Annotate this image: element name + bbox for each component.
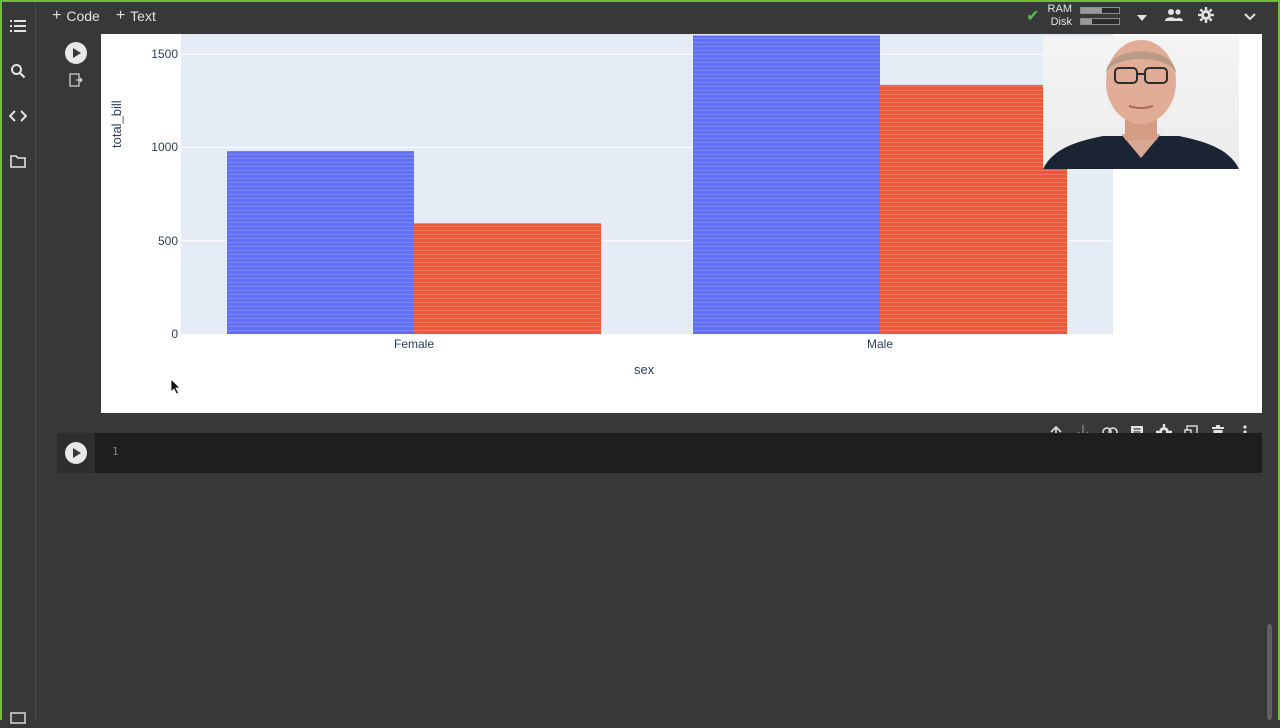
code-snippets-icon[interactable] [8, 106, 28, 126]
terminal-icon[interactable] [8, 708, 28, 728]
plus-icon: + [115, 7, 126, 24]
play-icon [73, 48, 81, 58]
bar-male-series1 [693, 35, 880, 334]
add-text-button[interactable]: + Text [116, 7, 156, 25]
x-tick-label: Male [866, 337, 894, 351]
bar-male-series2 [880, 84, 1067, 334]
mouse-cursor-icon [170, 378, 181, 400]
left-rail [0, 0, 36, 724]
ram-usage-bar [1080, 7, 1120, 14]
y-tick-label: 500 [157, 233, 178, 248]
add-code-label: Code [66, 8, 100, 24]
run-cell-button[interactable] [65, 42, 87, 64]
connected-check-icon: ✔ [1026, 8, 1040, 25]
line-number: 1 [112, 445, 119, 458]
share-people-icon[interactable] [1164, 8, 1184, 24]
y-tick-label: 1500 [151, 47, 178, 62]
add-code-button[interactable]: + Code [52, 7, 100, 25]
table-of-contents-icon[interactable] [8, 16, 28, 36]
disk-usage-bar [1080, 18, 1120, 25]
run-cell-button[interactable] [65, 442, 87, 464]
webcam-overlay [1043, 36, 1239, 169]
add-text-label: Text [130, 8, 156, 24]
settings-gear-icon[interactable] [1196, 6, 1216, 26]
x-axis-label: sex [634, 362, 655, 377]
y-axis-label: total_bill [109, 100, 124, 148]
y-tick-label: 1000 [151, 140, 178, 155]
runtime-dropdown-icon[interactable] [1132, 8, 1152, 24]
ram-label: RAM [1047, 3, 1072, 15]
folder-icon[interactable] [8, 151, 28, 171]
play-icon [73, 448, 81, 458]
notebook-toolbar: + Code + Text ✔ RAM Disk [36, 0, 1280, 32]
resources-indicator[interactable]: ✔ RAM Disk [1026, 3, 1120, 29]
disk-label: Disk [1050, 16, 1072, 28]
scrollbar-thumb[interactable] [1267, 624, 1272, 720]
x-tick-label: Female [393, 337, 435, 351]
code-cell[interactable]: 1 [57, 433, 1262, 473]
search-icon[interactable] [8, 61, 28, 81]
plus-icon: + [52, 7, 62, 24]
y-tick-label: 0 [171, 327, 178, 341]
output-options-icon[interactable] [69, 73, 83, 92]
collapse-chevron-icon[interactable] [1240, 8, 1260, 24]
bar-female-series2 [414, 223, 601, 334]
bar-female-series1 [227, 151, 414, 334]
bar-chart [181, 35, 1113, 334]
